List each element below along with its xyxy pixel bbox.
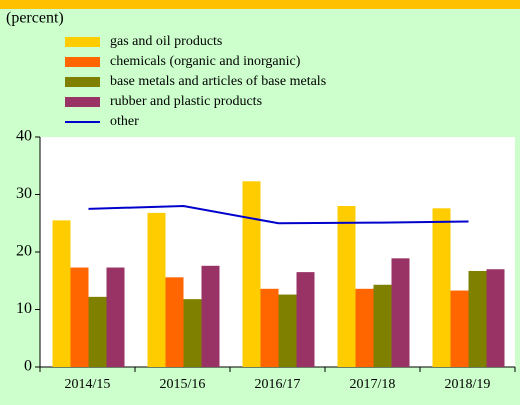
legend-label: gas and oil products	[110, 34, 222, 49]
bar	[183, 299, 202, 367]
x-tick-label: 2017/18	[350, 377, 396, 392]
bar	[106, 267, 125, 367]
legend-swatch	[65, 77, 100, 87]
y-tick-label: 10	[16, 300, 32, 317]
bar	[373, 284, 392, 367]
bar	[337, 206, 356, 367]
bar	[242, 181, 261, 367]
legend-swatch	[65, 57, 100, 67]
bar	[355, 288, 374, 367]
legend-label: base metals and articles of base metals	[110, 74, 326, 89]
bar	[468, 270, 487, 367]
x-tick-label: 2018/19	[445, 377, 491, 392]
bar	[260, 288, 279, 367]
y-tick-label: 0	[24, 358, 32, 375]
legend-label: other	[110, 114, 139, 129]
legend-swatch	[65, 97, 100, 107]
bar	[432, 208, 451, 367]
bar	[165, 277, 184, 367]
bar	[450, 290, 469, 367]
bar	[296, 272, 315, 367]
x-tick-label: 2014/15	[65, 377, 111, 392]
line	[88, 204, 469, 225]
bar	[52, 220, 71, 367]
y-tick-label: 40	[16, 128, 32, 145]
subtitle: (percent)	[6, 10, 64, 27]
x-tick-label: 2016/17	[255, 377, 301, 392]
bar	[486, 269, 505, 367]
y-tick-label: 20	[16, 243, 32, 260]
y-tick-label: 30	[16, 185, 32, 202]
legend-label: chemicals (organic and inorganic)	[110, 54, 301, 69]
bar	[88, 296, 107, 367]
x-tick-label: 2015/16	[160, 377, 206, 392]
bar	[147, 212, 166, 367]
bar	[278, 294, 297, 367]
legend-swatch	[65, 37, 100, 47]
bar	[70, 267, 89, 367]
legend-label: rubber and plastic products	[110, 94, 262, 109]
top-band	[0, 0, 520, 9]
bar	[201, 265, 220, 367]
bar	[391, 258, 410, 367]
